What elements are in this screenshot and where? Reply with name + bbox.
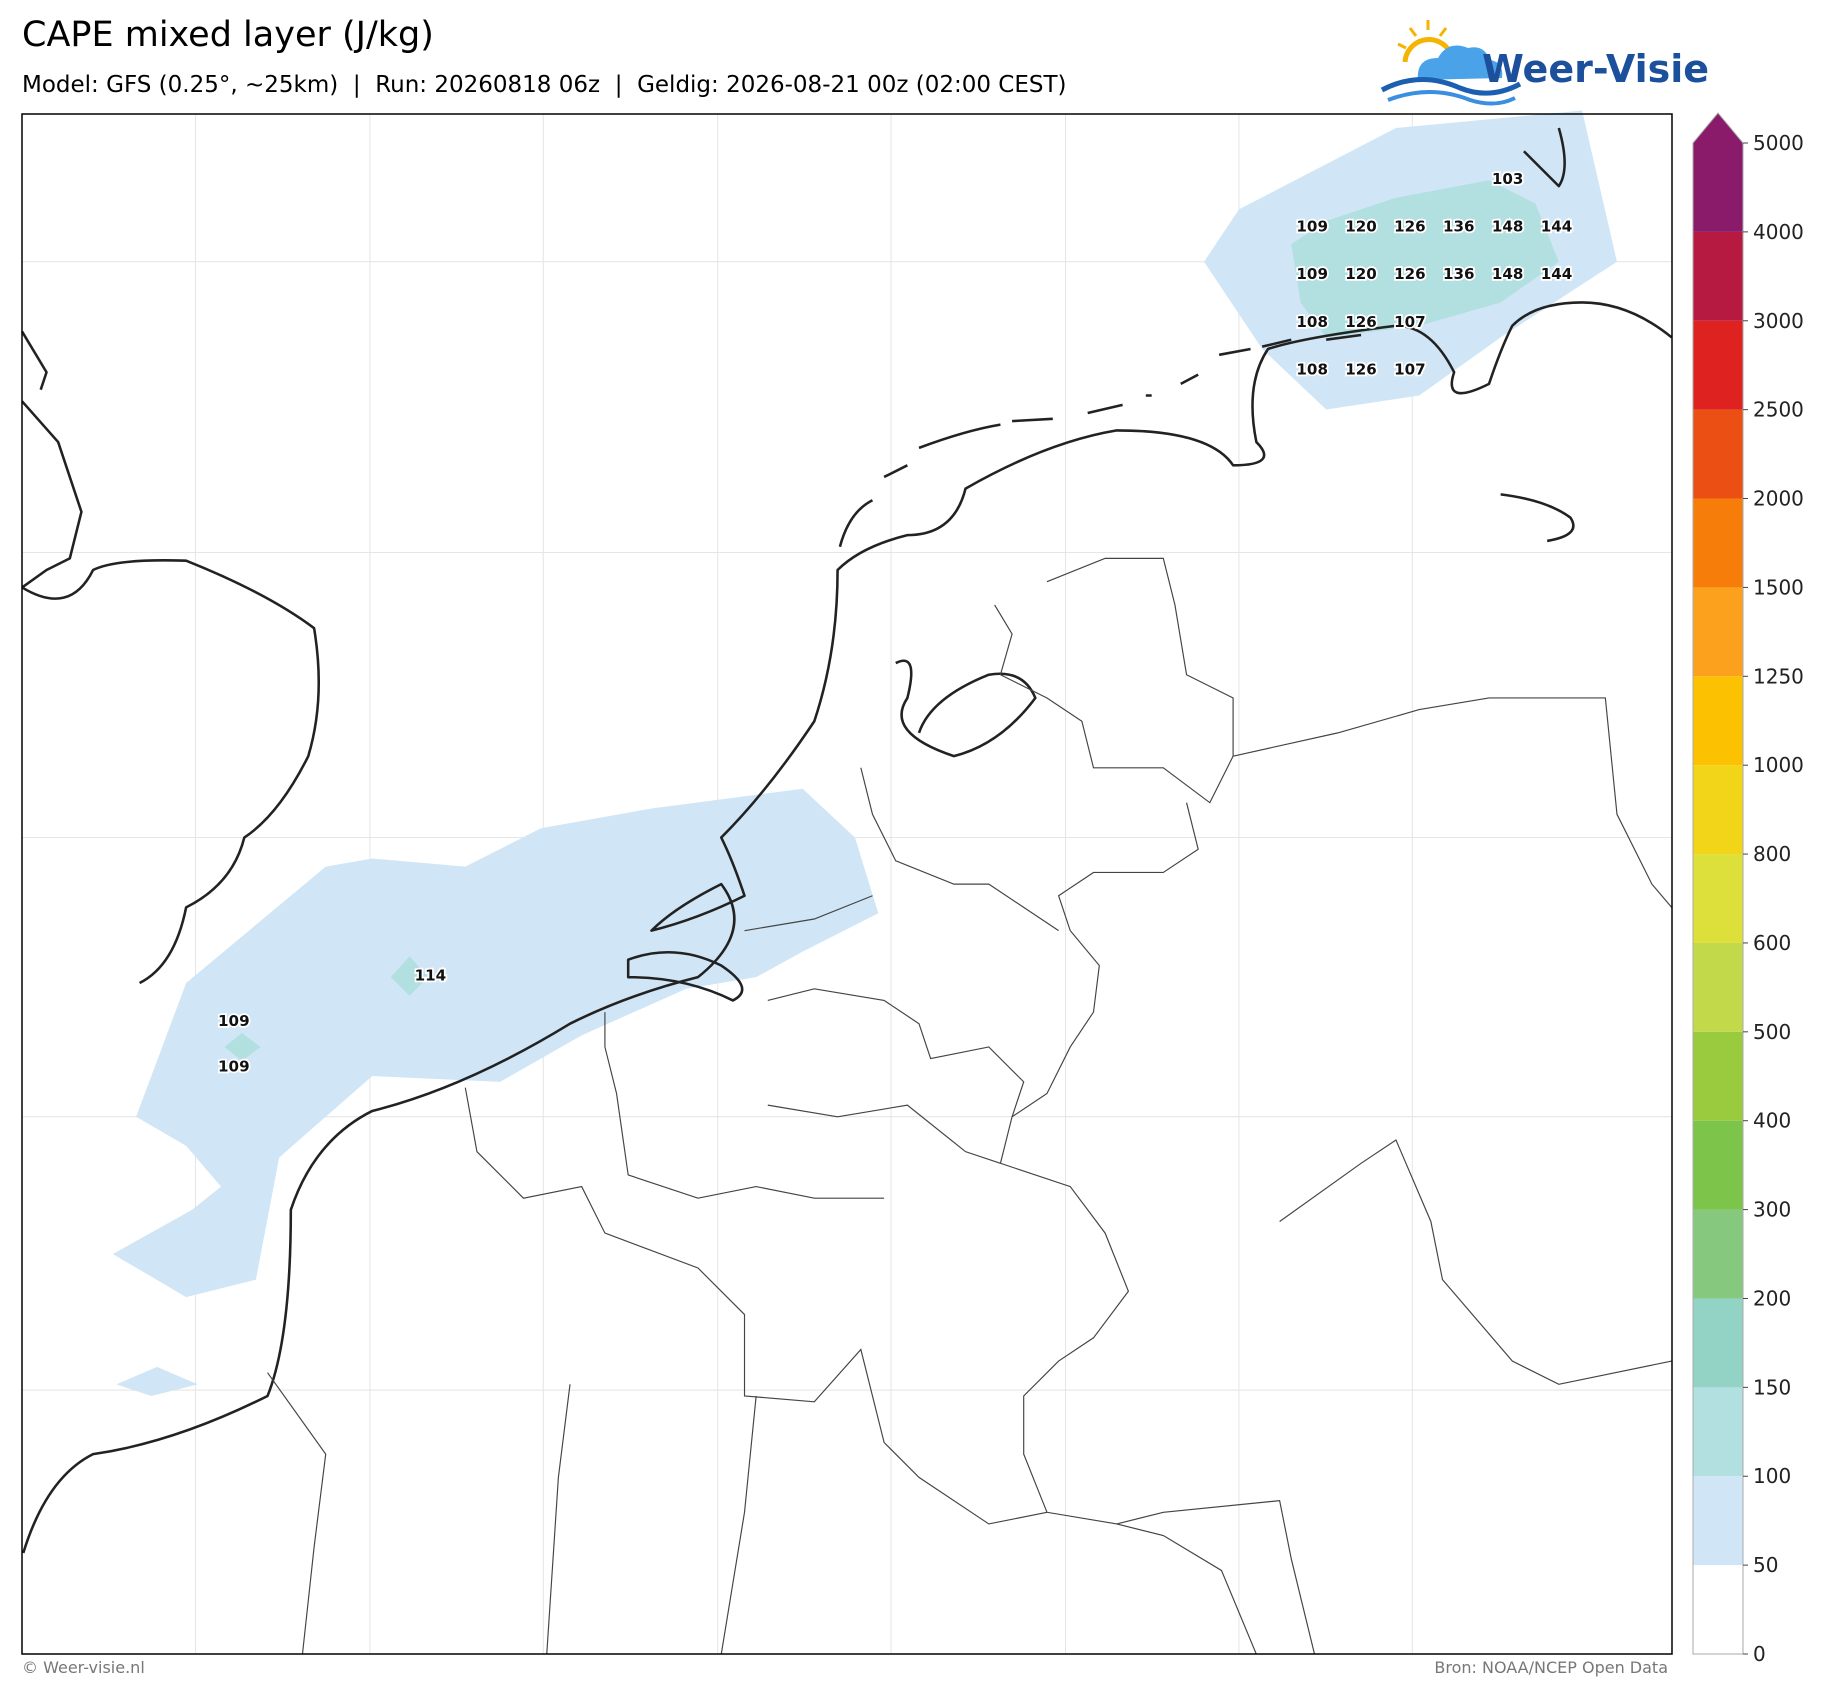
map-value-label: 144: [1541, 265, 1573, 283]
colorbar-band: [1693, 1031, 1743, 1121]
borders: [267, 557, 1673, 1655]
colorbar-tick-label: 400: [1753, 1109, 1791, 1133]
colorbar-band: [1693, 1476, 1743, 1566]
colorbar-band: [1693, 1120, 1743, 1210]
subtitle: Model: GFS (0.25°, ~25km) | Run: 2026081…: [22, 72, 1067, 98]
map-value-label: 136: [1443, 217, 1475, 235]
map-value-label: 120: [1345, 265, 1377, 283]
map-value-label: 126: [1345, 361, 1377, 379]
map-value-label: 109: [218, 1012, 250, 1030]
colorbar-tick-label: 200: [1753, 1286, 1791, 1310]
colorbar-tick-label: 800: [1753, 842, 1791, 866]
colorbar-tick-label: 2500: [1753, 398, 1804, 422]
colorbar-tick-label: 4000: [1753, 220, 1804, 244]
colorbar-band: [1693, 143, 1743, 232]
colorbar-tick-label: 150: [1753, 1375, 1791, 1399]
map-value-label: 114: [415, 967, 447, 985]
colorbar-tick-label: 1000: [1753, 753, 1804, 777]
map-frame: [21, 113, 1673, 1655]
colorbar-band: [1693, 231, 1743, 321]
map-value-label: 107: [1394, 313, 1426, 331]
colorbar-tick-label: 600: [1753, 931, 1791, 955]
colorbar-tick-label: 0: [1753, 1642, 1766, 1666]
map-value-label: 108: [1296, 361, 1328, 379]
map-value-label: 148: [1492, 265, 1524, 283]
colorbar-band: [1693, 320, 1743, 410]
colorbar-tick-label: 5000: [1753, 131, 1804, 155]
colorbar-band: [1693, 1565, 1743, 1654]
map-value-label: 109: [1296, 217, 1328, 235]
map-value-label: 148: [1492, 217, 1524, 235]
map-value-label: 126: [1394, 265, 1426, 283]
coastlines: [21, 127, 1673, 1554]
colorbar-tick-label: 500: [1753, 1020, 1791, 1044]
map-value-label: 126: [1345, 313, 1377, 331]
colorbar: 0 50 100 150 200 300 400 500 600 800 1000 1250 1500 2…: [1692, 112, 1804, 1666]
colorbar-band: [1693, 1209, 1743, 1299]
colorbar-band: [1693, 409, 1743, 499]
footer-right: Bron: NOAA/NCEP Open Data: [1434, 1658, 1668, 1677]
colorbar-tick-label: 3000: [1753, 309, 1804, 333]
colorbar-tick-label: 100: [1753, 1464, 1791, 1488]
colorbar-tick-label: 1250: [1753, 664, 1804, 688]
colorbar-band: [1693, 1298, 1743, 1388]
cape-fill: [112, 110, 1617, 1396]
logo: Weer-Visie: [1380, 20, 1709, 106]
map-value-label: 136: [1443, 265, 1475, 283]
colorbar-tick-label: 2000: [1753, 487, 1804, 511]
colorbar-tick-label: 300: [1753, 1198, 1791, 1222]
logo-text: Weer-Visie: [1482, 47, 1709, 91]
map-value-label: 109: [1296, 265, 1328, 283]
map-value-label: 126: [1394, 217, 1426, 235]
map-value-label: 103: [1492, 170, 1524, 188]
colorbar-band: [1693, 498, 1743, 588]
colorbar-extension: [1693, 113, 1743, 143]
title: CAPE mixed layer (J/kg): [22, 15, 434, 55]
colorbar-outline: [1692, 112, 1744, 1655]
colorbar-band: [1693, 765, 1743, 855]
colorbar-band: [1693, 1387, 1743, 1477]
colorbar-band: [1693, 676, 1743, 766]
map-value-label: 107: [1394, 361, 1426, 379]
colorbar-band: [1693, 942, 1743, 1032]
footer-left: © Weer-visie.nl: [22, 1658, 145, 1677]
map-value-label: 120: [1345, 217, 1377, 235]
map-value-label: 109: [218, 1057, 250, 1075]
colorbar-band: [1693, 854, 1743, 943]
map-value-label: 144: [1541, 217, 1573, 235]
map: 103 109 120 126 136 148 144 109 120 126 136 148 144 1…: [21, 110, 1673, 1655]
colorbar-band: [1693, 587, 1743, 677]
colorbar-tick-label: 1500: [1753, 575, 1804, 599]
map-value-label: 108: [1296, 313, 1328, 331]
colorbar-tick-label: 50: [1753, 1553, 1778, 1577]
